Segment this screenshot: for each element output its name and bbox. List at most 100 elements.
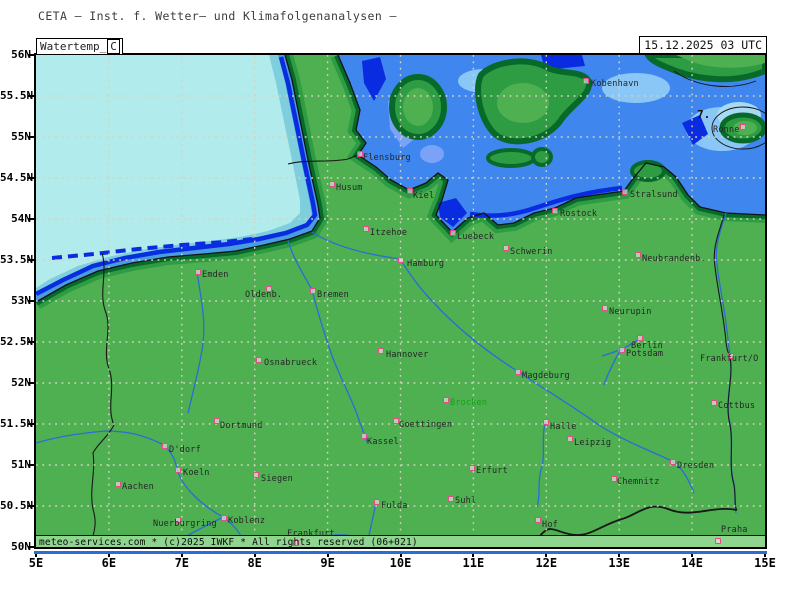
lat-tick [28,505,35,507]
lon-tick [472,551,475,557]
city-marker [174,516,181,523]
city-marker [360,432,367,439]
lat-label: 50N [11,540,31,553]
lat-tick [28,259,35,261]
city-marker [213,417,220,424]
city-label: Frankfurt/O [700,354,759,364]
lat-label: 53N [11,294,31,307]
city-marker [714,537,721,544]
lon-tick [399,551,402,557]
lat-tick [28,136,35,138]
peak-marker [442,396,449,403]
river-saale [536,422,546,508]
river-ems [187,270,205,414]
product-box: Watertemp_ C [36,38,123,55]
city-marker [601,304,608,311]
lat-label: 52.5N [0,335,34,348]
city-label: Schwerin [510,247,553,257]
lat-label: 55N [11,130,31,143]
lon-label: 8E [247,556,262,570]
map-overlay: 7. meteo-services.com * (c)2025 IWKF * A… [36,55,765,548]
lat-label: 54N [11,212,31,225]
city-label: Itzehoe [370,228,408,238]
city-label: Halle [550,422,577,432]
lat-tick [28,341,35,343]
city-marker [566,435,573,442]
lon-tick [545,551,548,557]
city-marker [534,516,541,523]
city-label: Husum [336,183,363,193]
city-marker [252,471,259,478]
city-marker [634,251,641,258]
datetime-label: 15.12.2025 03 UTC [639,36,767,54]
city-marker [174,466,181,473]
city-label: Hof [542,520,558,530]
city-marker [739,123,746,130]
lat-tick [28,177,35,179]
city-marker [514,368,521,375]
lat-label: 56N [11,48,31,61]
border-nl-be [91,252,115,547]
sea-temp-contour-label: 7. [697,108,711,121]
product-label: Watertemp_ [40,40,107,53]
island-falster [531,147,553,167]
lat-label: 55.5N [0,89,34,102]
city-marker [406,187,413,194]
sea-contours [673,70,765,150]
city-marker [362,225,369,232]
lat-label: 51.5N [0,417,34,430]
city-marker [542,418,549,425]
city-label: Suhl [455,496,477,506]
lat-tick [28,54,35,56]
coastlines [36,55,765,303]
city-marker [636,334,643,341]
city-marker [727,352,734,359]
city-label: Neurupin [609,307,652,317]
lat-tick [28,464,35,466]
map-canvas: 7. meteo-services.com * (c)2025 IWKF * A… [34,53,767,549]
lat-tick [28,382,35,384]
lon-label: 13E [608,556,631,570]
city-label: Aachen [122,482,154,492]
lon-tick [35,551,37,557]
city-marker [582,77,589,84]
border-cz [528,505,738,547]
city-label: Hannover [386,350,429,360]
city-marker [161,442,168,449]
city-label: Oldenb. [245,290,283,300]
city-label: Dresden [677,461,715,471]
city-marker [265,285,272,292]
unit-label: C [107,39,120,54]
city-label: D'dorf [169,445,201,455]
city-label: Kobenhavn [591,79,639,89]
city-label: Stralsund [630,190,678,200]
lat-label: 52N [11,376,31,389]
city-marker [610,475,617,482]
city-marker [710,399,717,406]
city-marker [551,207,558,214]
lat-label: 54.5N [0,171,34,184]
city-marker [447,495,454,502]
city-marker [377,347,384,354]
lon-tick [618,551,621,557]
city-label: Bremen [317,290,349,300]
city-label: Ronne [713,125,740,135]
city-label: Siegen [261,474,293,484]
lat-label: 51N [11,458,31,471]
city-label: Neubrandenb. [642,254,706,264]
lon-label: 15E [754,556,776,570]
city-label: Berlin [631,341,663,351]
lat-tick [28,546,35,548]
lon-label: 5E [28,556,44,570]
lon-label: 6E [101,556,117,570]
city-marker [194,268,201,275]
city-marker [618,346,625,353]
lat-tick [28,218,35,220]
city-label: Dortmund [220,421,263,431]
city-label: Chemnitz [617,477,660,487]
city-label: Nuerburgring [153,519,217,529]
lon-label: 10E [389,556,412,570]
lon-label: 7E [174,556,190,570]
city-label: Koblenz [228,516,266,526]
